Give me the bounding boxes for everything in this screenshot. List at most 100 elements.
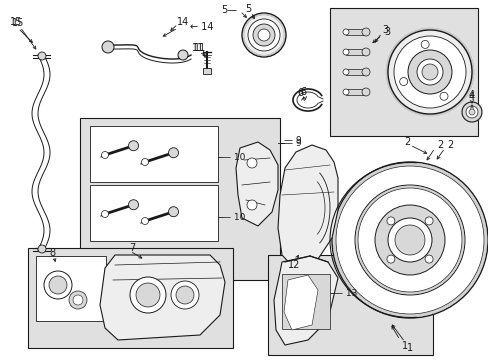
Text: 11: 11 (191, 43, 203, 53)
Text: 14: 14 (177, 17, 189, 27)
Text: 1: 1 (401, 341, 407, 351)
Circle shape (168, 207, 178, 217)
Circle shape (465, 106, 477, 118)
Circle shape (361, 28, 369, 36)
Text: 3: 3 (383, 27, 389, 37)
Bar (346, 89, 365, 95)
Text: 4: 4 (468, 92, 474, 102)
Polygon shape (273, 256, 337, 345)
Circle shape (407, 50, 451, 94)
Bar (90, 126, 218, 182)
Circle shape (374, 205, 444, 275)
Circle shape (335, 166, 483, 314)
Circle shape (387, 30, 471, 114)
Polygon shape (284, 275, 317, 330)
Text: — 10: — 10 (222, 153, 245, 162)
Circle shape (357, 188, 461, 292)
Text: 6: 6 (299, 87, 305, 97)
Circle shape (176, 286, 194, 304)
Circle shape (354, 185, 464, 295)
Circle shape (421, 64, 437, 80)
Bar (267, 255, 432, 355)
Text: 5—: 5— (221, 5, 237, 15)
Bar (203, 68, 210, 74)
Text: — 10: — 10 (222, 212, 245, 221)
Circle shape (386, 255, 394, 263)
Text: 8: 8 (49, 248, 55, 258)
Circle shape (73, 295, 83, 305)
Circle shape (439, 92, 447, 100)
Circle shape (424, 217, 432, 225)
Circle shape (141, 217, 148, 225)
Circle shape (178, 50, 187, 60)
Text: 15: 15 (12, 18, 24, 28)
Circle shape (242, 13, 285, 57)
Circle shape (342, 69, 348, 75)
Circle shape (394, 225, 424, 255)
Circle shape (168, 148, 178, 158)
Circle shape (247, 19, 280, 51)
Bar (90, 185, 218, 241)
Circle shape (38, 52, 46, 60)
Bar (36, 256, 106, 321)
Circle shape (468, 109, 474, 115)
Circle shape (258, 29, 269, 41)
Polygon shape (278, 145, 337, 270)
Circle shape (420, 40, 428, 49)
Text: — 9: — 9 (284, 135, 301, 144)
Bar (346, 49, 365, 55)
Circle shape (393, 36, 465, 108)
Circle shape (38, 245, 46, 253)
Circle shape (424, 255, 432, 263)
Circle shape (399, 77, 407, 86)
Circle shape (342, 89, 348, 95)
Bar (80, 118, 280, 280)
Text: — 9: — 9 (284, 139, 301, 148)
Circle shape (342, 29, 348, 35)
Circle shape (387, 218, 431, 262)
Circle shape (361, 88, 369, 96)
Circle shape (102, 211, 108, 217)
Circle shape (128, 141, 138, 151)
Text: 1: 1 (406, 343, 412, 353)
Bar (282, 274, 329, 329)
Circle shape (49, 276, 67, 294)
Circle shape (102, 41, 114, 53)
Polygon shape (100, 255, 224, 340)
Text: 2: 2 (446, 140, 452, 150)
Text: — 13: — 13 (333, 288, 357, 297)
Circle shape (461, 102, 481, 122)
Circle shape (128, 200, 138, 210)
Bar (28, 248, 232, 348)
Bar (346, 69, 365, 75)
Text: 7: 7 (129, 243, 135, 253)
Text: 15: 15 (10, 17, 22, 27)
Circle shape (44, 271, 72, 299)
Circle shape (252, 24, 274, 46)
Text: 2: 2 (436, 140, 442, 150)
Text: 11: 11 (193, 43, 206, 53)
Circle shape (386, 217, 394, 225)
Text: 6: 6 (296, 88, 303, 98)
Circle shape (416, 59, 442, 85)
Bar (329, 8, 477, 136)
Text: 3: 3 (381, 25, 387, 35)
Circle shape (331, 162, 487, 318)
Text: 4: 4 (468, 90, 474, 100)
Circle shape (246, 158, 257, 168)
Circle shape (171, 281, 199, 309)
Circle shape (342, 49, 348, 55)
Polygon shape (236, 142, 278, 226)
Circle shape (141, 158, 148, 166)
Circle shape (130, 277, 165, 313)
Circle shape (246, 200, 257, 210)
Circle shape (102, 152, 108, 158)
Bar (346, 29, 365, 35)
Circle shape (69, 291, 87, 309)
Text: 2: 2 (403, 137, 409, 147)
Text: ← 14: ← 14 (190, 22, 213, 32)
Text: 12: 12 (287, 260, 300, 270)
Circle shape (361, 48, 369, 56)
Circle shape (136, 283, 160, 307)
Circle shape (361, 68, 369, 76)
